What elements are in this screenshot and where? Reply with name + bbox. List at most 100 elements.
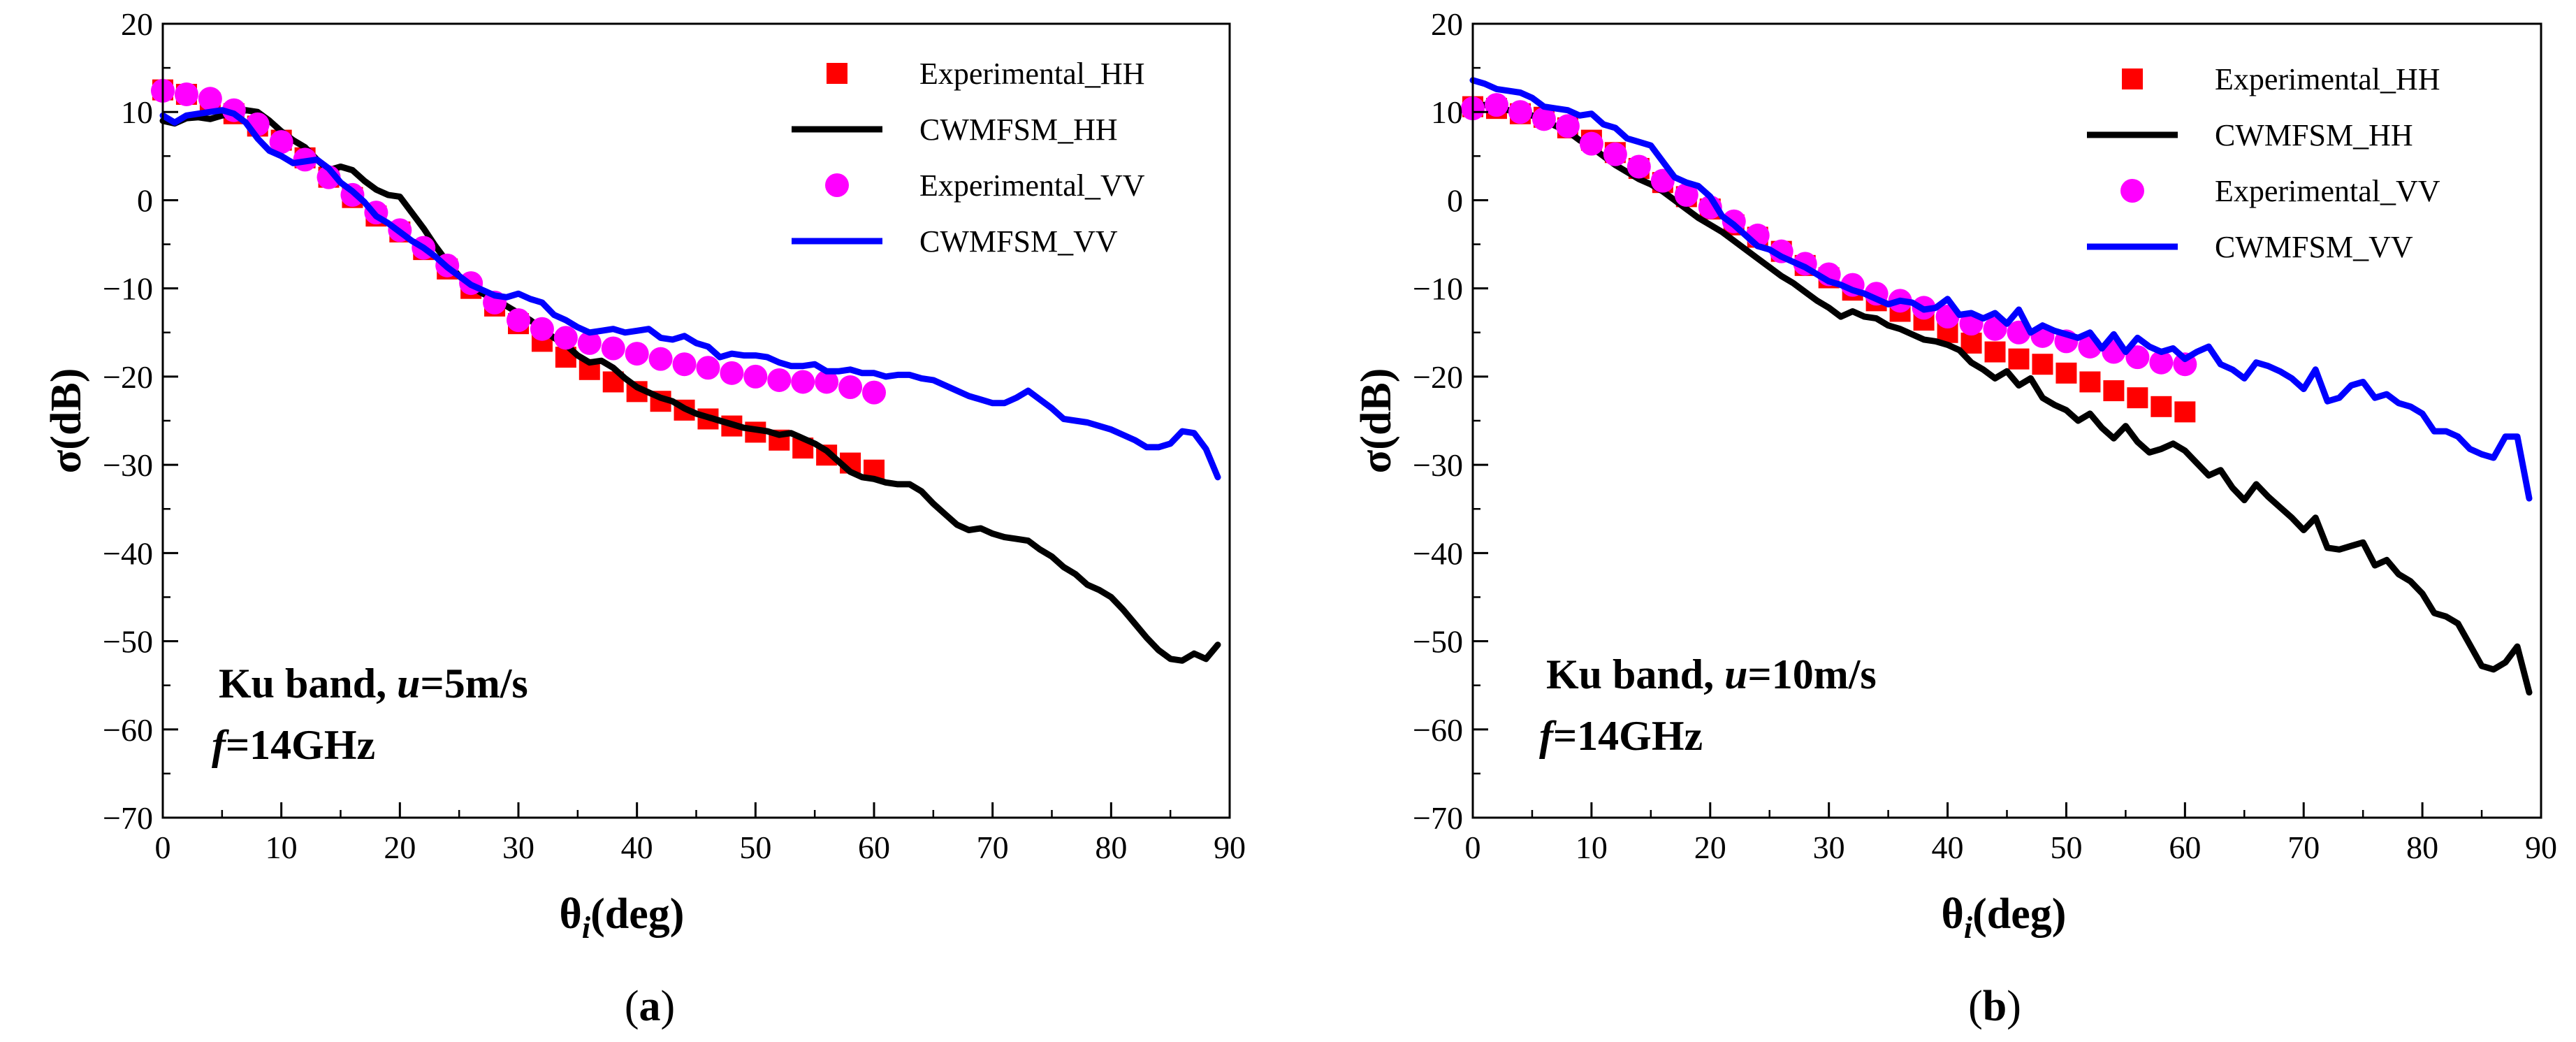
annotation-frequency: f=14GHz — [212, 722, 375, 768]
data-point-experimental-vv — [1983, 317, 2007, 341]
x-tick-label: 70 — [977, 830, 1009, 865]
x-axis-title: θi(deg) — [1942, 890, 2067, 945]
data-point-experimental-vv — [1579, 131, 1603, 156]
legend: Experimental_HH CWMFSM_HH Experimental_VV C… — [2087, 62, 2440, 264]
x-tick-label: 10 — [265, 830, 298, 865]
series-line-cwmfsm-hh — [159, 107, 1221, 664]
y-tick-label: −60 — [1413, 712, 1463, 748]
data-point-experimental-vv — [720, 361, 744, 385]
legend-label-cwmfsm-vv: CWMFSM_VV — [919, 224, 1118, 259]
x-tick-label: 0 — [155, 830, 171, 865]
x-tick-label: 20 — [1694, 830, 1726, 865]
panel-label: (b) — [1968, 983, 2021, 1030]
y-tick-label: −70 — [1413, 800, 1463, 836]
x-tick-label: 20 — [384, 830, 416, 865]
data-point-experimental-vv — [174, 82, 198, 106]
data-point-experimental-vv — [577, 331, 602, 355]
legend-swatch-experimental-hh — [827, 63, 847, 84]
y-tick-label: −60 — [103, 712, 153, 748]
series-line-cwmfsm-vv — [159, 107, 1221, 481]
data-point-experimental-vv — [625, 342, 649, 366]
legend-label-experimental-hh: Experimental_HH — [919, 57, 1145, 91]
x-tick-label: 30 — [502, 830, 534, 865]
x-tick-label: 0 — [1465, 830, 1481, 865]
data-point-experimental-vv — [2149, 350, 2174, 375]
x-tick-label: 90 — [2525, 830, 2557, 865]
x-axis-title: θi(deg) — [560, 890, 685, 945]
y-tick-label: −20 — [103, 359, 153, 395]
data-point-experimental-hh — [2079, 371, 2101, 393]
data-point-experimental-vv — [672, 352, 697, 377]
x-tick-label: 90 — [1214, 830, 1246, 865]
data-point-experimental-hh — [2127, 387, 2148, 409]
y-tick-label: −10 — [1413, 271, 1463, 307]
x-tick-label: 50 — [2050, 830, 2082, 865]
x-tick-label: 60 — [2169, 830, 2201, 865]
x-tick-label: 70 — [2287, 830, 2320, 865]
y-tick-label: −50 — [1413, 624, 1463, 660]
data-point-experimental-vv — [696, 356, 720, 380]
x-tick-label: 60 — [858, 830, 890, 865]
legend-label-experimental-vv: Experimental_VV — [919, 168, 1145, 203]
x-tick-label: 10 — [1576, 830, 1608, 865]
data-point-experimental-vv — [1508, 100, 1532, 124]
series-line-cwmfsm-hh — [1469, 101, 2533, 696]
y-axis: 20 10 0 −10 −20 −30 −40 −50 −60 −70 — [1413, 6, 1488, 836]
data-point-experimental-vv — [1555, 114, 1580, 138]
series-cwmfsm-vv — [159, 107, 1221, 481]
y-tick-label: −40 — [1413, 535, 1463, 571]
x-tick-label: 40 — [1932, 830, 1964, 865]
y-tick-label: −20 — [1413, 359, 1463, 395]
data-point-experimental-vv — [1674, 182, 1698, 207]
data-point-experimental-hh — [2008, 348, 2030, 370]
x-tick-label: 50 — [739, 830, 771, 865]
plot-area — [1461, 77, 2533, 696]
y-tick-label: −70 — [103, 800, 153, 836]
series-cwmfsm-hh — [1469, 101, 2533, 696]
series-experimental-hh — [1462, 96, 2196, 423]
data-point-experimental-vv — [1531, 107, 1556, 131]
x-axis: 0 10 20 30 40 50 60 70 80 90 — [155, 802, 1246, 865]
annotation-frequency: f=14GHz — [1539, 713, 1703, 759]
data-point-experimental-vv — [862, 380, 886, 405]
data-point-experimental-hh — [1960, 332, 1982, 354]
y-tick-label: 10 — [1431, 94, 1463, 130]
legend-swatch-experimental-hh — [2122, 68, 2143, 89]
data-point-experimental-vv — [507, 308, 530, 333]
data-point-experimental-vv — [2125, 345, 2150, 370]
legend-swatch-experimental-vv — [2120, 179, 2144, 203]
data-point-experimental-hh — [1984, 341, 2006, 363]
data-point-experimental-vv — [1627, 154, 1651, 179]
series-experimental-vv — [151, 78, 886, 405]
data-point-experimental-vv — [815, 370, 839, 394]
data-point-experimental-vv — [1650, 168, 1675, 193]
data-point-experimental-vv — [601, 336, 625, 361]
x-axis: 0 10 20 30 40 50 60 70 80 90 — [1465, 802, 2557, 865]
data-point-experimental-hh — [2055, 362, 2077, 384]
data-point-experimental-vv — [553, 326, 578, 350]
data-point-experimental-vv — [269, 130, 293, 154]
x-tick-label: 80 — [1095, 830, 1127, 865]
legend-swatch-experimental-vv — [825, 173, 849, 197]
y-axis-title: σ(dB) — [43, 368, 90, 474]
data-point-experimental-hh — [2032, 354, 2053, 375]
y-tick-label: 20 — [121, 6, 153, 42]
y-tick-label: 10 — [121, 94, 153, 130]
x-tick-label: 40 — [621, 830, 653, 865]
annotation-conditions: Ku band, u=10m/s — [1546, 651, 1877, 697]
y-tick-label: −10 — [103, 271, 153, 307]
legend-label-experimental-hh: Experimental_HH — [2215, 62, 2440, 96]
data-point-experimental-vv — [1484, 93, 1508, 117]
panel-label: (a) — [625, 983, 675, 1030]
y-tick-label: 0 — [137, 182, 153, 218]
data-point-experimental-vv — [838, 375, 863, 400]
series-cwmfsm-hh — [159, 107, 1221, 664]
legend-label-cwmfsm-hh: CWMFSM_HH — [919, 113, 1118, 147]
data-point-experimental-hh — [2103, 380, 2125, 402]
data-point-experimental-vv — [648, 347, 673, 371]
y-axis: 20 10 0 −10 −20 −30 −40 −50 −60 −70 — [103, 6, 178, 836]
data-point-experimental-vv — [767, 368, 792, 392]
legend-label-experimental-vv: Experimental_VV — [2215, 174, 2440, 208]
legend-label-cwmfsm-hh: CWMFSM_HH — [2215, 118, 2413, 152]
